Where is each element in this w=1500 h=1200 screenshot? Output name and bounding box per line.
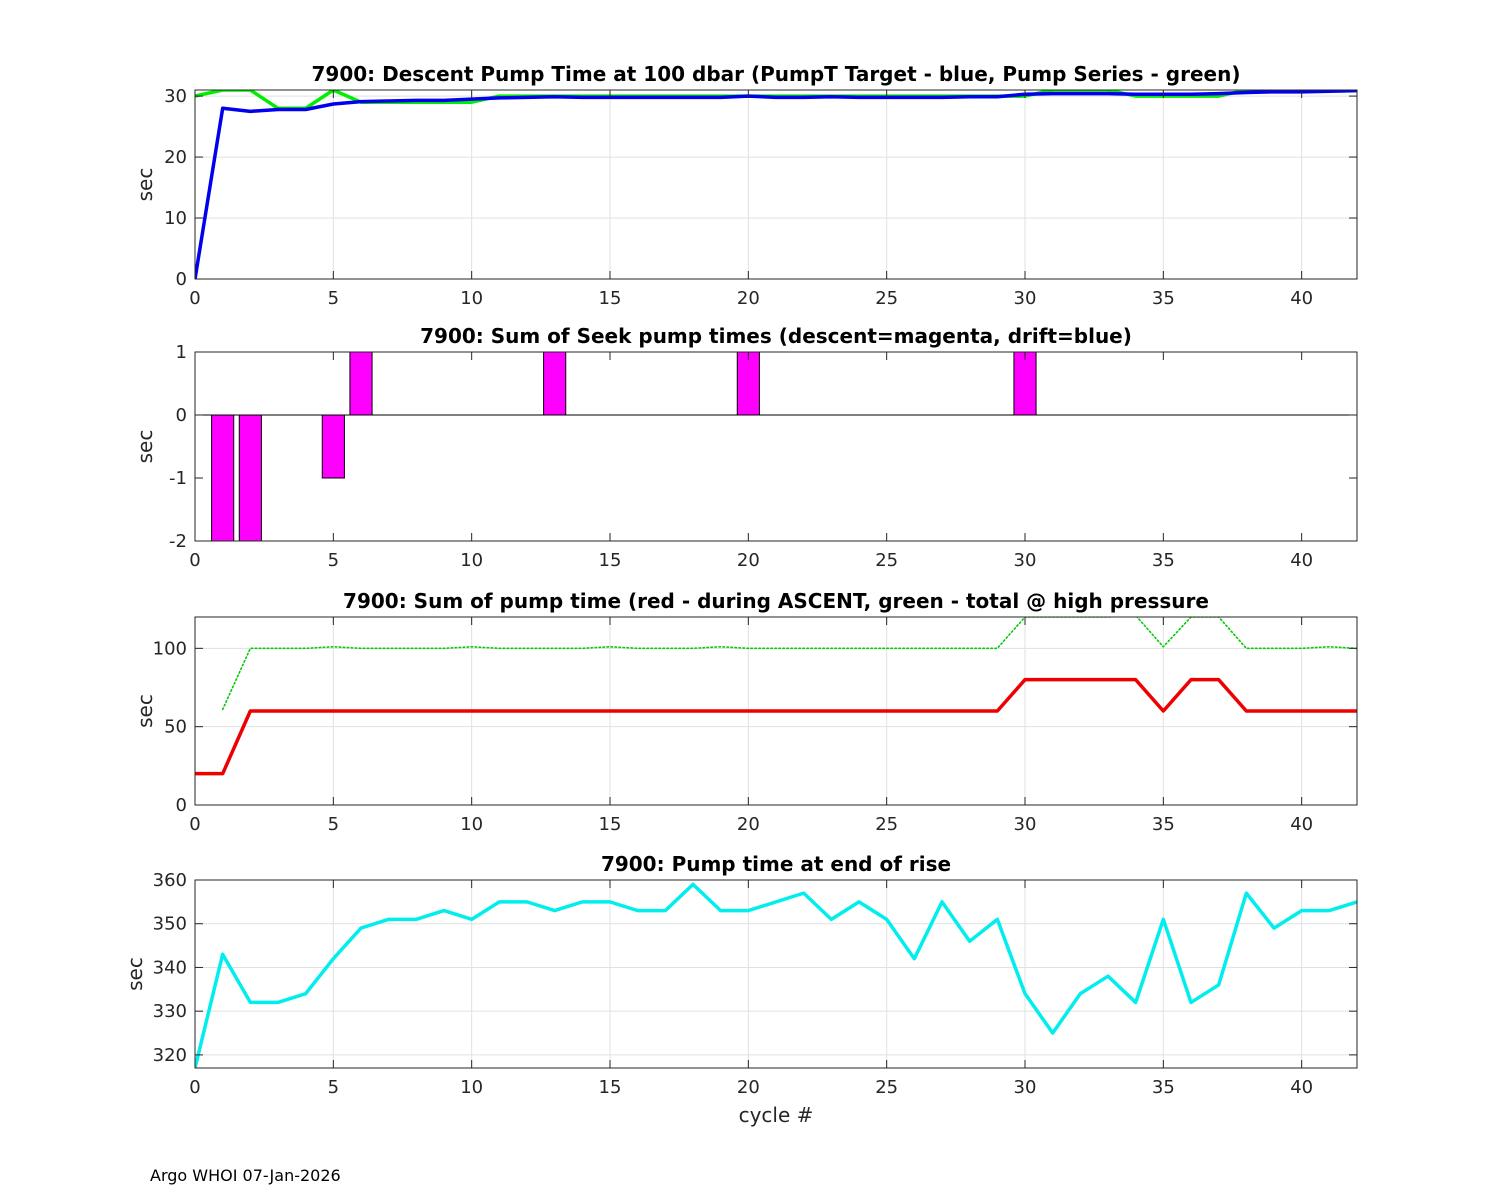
x-tick-label: 10 <box>460 1077 483 1098</box>
x-tick-label: 15 <box>599 288 622 309</box>
chart-title: 7900: Sum of pump time (red - during ASC… <box>343 589 1209 613</box>
y-tick-label: 330 <box>153 1001 187 1022</box>
x-tick-label: 40 <box>1290 1077 1313 1098</box>
x-axis-label: cycle # <box>739 1103 814 1127</box>
y-tick-label: 0 <box>176 795 187 816</box>
bar <box>238 414 262 541</box>
chart-panel-2: 0 5 10 15 20 25 30 35 40 -2 -1 0 1 7900: Sum of Seek … <box>133 324 1358 571</box>
series-line-1 <box>195 882 1357 1068</box>
x-tick-label: 25 <box>875 288 898 309</box>
x-tick-label: 15 <box>599 1077 622 1098</box>
bar <box>543 352 567 416</box>
chart-title: 7900: Sum of Seek pump times (descent=ma… <box>420 324 1132 348</box>
y-tick-label: -2 <box>169 531 187 552</box>
series-line-1 <box>221 617 1357 711</box>
y-tick-label: 320 <box>153 1045 187 1066</box>
axes-frame <box>194 351 1358 542</box>
y-tick-label: 360 <box>153 870 187 891</box>
x-tick-label: 35 <box>1152 288 1175 309</box>
bar <box>1013 352 1037 416</box>
series-line-2 <box>195 677 1357 776</box>
y-tick-label: 100 <box>153 638 187 659</box>
x-tick-label: 5 <box>328 814 339 835</box>
x-tick-label: 30 <box>1014 288 1037 309</box>
x-tick-label: 5 <box>328 1077 339 1098</box>
footer-text: Argo WHOI 07-Jan-2026 <box>150 1166 341 1185</box>
axes-frame <box>194 89 1358 280</box>
bar <box>321 414 345 479</box>
x-tick-label: 10 <box>460 814 483 835</box>
y-tick-label: 350 <box>153 914 187 935</box>
x-tick-label: 20 <box>737 1077 760 1098</box>
x-tick-label: 10 <box>460 550 483 571</box>
x-tick-label: 15 <box>599 814 622 835</box>
x-tick-label: 10 <box>460 288 483 309</box>
x-tick-label: 25 <box>875 814 898 835</box>
y-tick-label: 340 <box>153 957 187 978</box>
bar <box>211 414 235 541</box>
chart-panel-1: 0 5 10 15 20 25 30 35 40 0 10 20 30 7900: Descent Pum… <box>133 62 1358 309</box>
data-layer <box>195 617 1357 776</box>
y-tick-label: 30 <box>164 86 187 107</box>
plot-area <box>195 90 1357 279</box>
y-tick-label: 1 <box>176 342 187 363</box>
bar <box>349 352 373 416</box>
x-tick-label: 0 <box>189 1077 200 1098</box>
bar <box>736 352 760 416</box>
x-tick-label: 25 <box>875 1077 898 1098</box>
x-tick-label: 40 <box>1290 814 1313 835</box>
y-axis-label: sec <box>133 168 157 202</box>
x-tick-label: 15 <box>599 550 622 571</box>
y-tick-label: 0 <box>176 269 187 290</box>
axes-frame <box>194 616 1358 806</box>
x-tick-label: 20 <box>737 288 760 309</box>
x-tick-label: 0 <box>189 814 200 835</box>
x-tick-label: 0 <box>189 288 200 309</box>
x-tick-label: 30 <box>1014 550 1037 571</box>
x-tick-label: 35 <box>1152 1077 1175 1098</box>
y-tick-label: 50 <box>164 717 187 738</box>
x-tick-label: 30 <box>1014 814 1037 835</box>
x-tick-label: 35 <box>1152 550 1175 571</box>
x-tick-label: 40 <box>1290 550 1313 571</box>
chart-title: 7900: Descent Pump Time at 100 dbar (Pum… <box>312 62 1241 86</box>
x-tick-label: 0 <box>189 550 200 571</box>
y-tick-label: -1 <box>169 468 187 489</box>
x-tick-label: 5 <box>328 550 339 571</box>
x-tick-label: 30 <box>1014 1077 1037 1098</box>
data-layer <box>195 882 1357 1068</box>
plot-area <box>195 352 1357 541</box>
chart-title: 7900: Pump time at end of rise <box>601 852 951 876</box>
y-axis-label: sec <box>133 694 157 728</box>
y-axis-label: sec <box>133 430 157 464</box>
data-layer <box>211 352 1037 541</box>
y-tick-label: 0 <box>176 405 187 426</box>
x-tick-label: 20 <box>737 550 760 571</box>
x-tick-label: 35 <box>1152 814 1175 835</box>
y-tick-label: 20 <box>164 147 187 168</box>
x-tick-label: 5 <box>328 288 339 309</box>
x-tick-label: 40 <box>1290 288 1313 309</box>
x-tick-label: 20 <box>737 814 760 835</box>
chart-panel-4: 0 5 10 15 20 25 30 35 40 320 330 340 350 360 7900: Pum… <box>123 852 1358 1127</box>
chart-panel-3: 0 5 10 15 20 25 30 35 40 0 50 100 7900: Sum of pump … <box>133 589 1358 835</box>
axes-frame <box>194 879 1358 1069</box>
x-tick-label: 25 <box>875 550 898 571</box>
y-tick-label: 10 <box>164 208 187 229</box>
y-axis-label: sec <box>123 957 147 991</box>
